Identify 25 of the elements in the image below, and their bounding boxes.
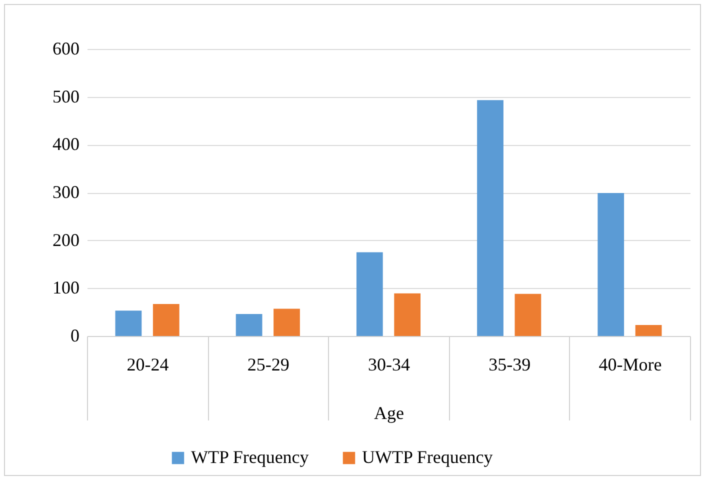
x-tick-label: 35-39 (488, 354, 531, 374)
bar (115, 310, 142, 336)
bar (356, 252, 383, 336)
y-tick-label: 600 (52, 38, 80, 58)
x-axis-title: Age (374, 403, 404, 423)
y-tick-label: 400 (52, 134, 80, 154)
y-tick-label: 300 (52, 182, 80, 202)
bar (274, 308, 300, 336)
x-tick-label: 20-24 (126, 354, 169, 374)
y-tick-label: 100 (52, 278, 80, 298)
x-tick-label: 25-29 (247, 354, 290, 374)
bar (394, 293, 421, 336)
legend-label: WTP Frequency (191, 447, 309, 467)
legend-label: UWTP Frequency (362, 447, 493, 467)
bar (635, 325, 662, 336)
y-tick-label: 0 (70, 326, 80, 346)
y-tick-label: 500 (52, 86, 80, 106)
bar (598, 192, 624, 336)
bar (514, 294, 542, 336)
bar (477, 100, 504, 336)
y-tick-label: 200 (52, 230, 80, 250)
bar (236, 314, 262, 336)
x-tick-label: 40-More (598, 354, 662, 374)
x-tick-label: 30-34 (368, 354, 410, 374)
bar (152, 304, 180, 336)
